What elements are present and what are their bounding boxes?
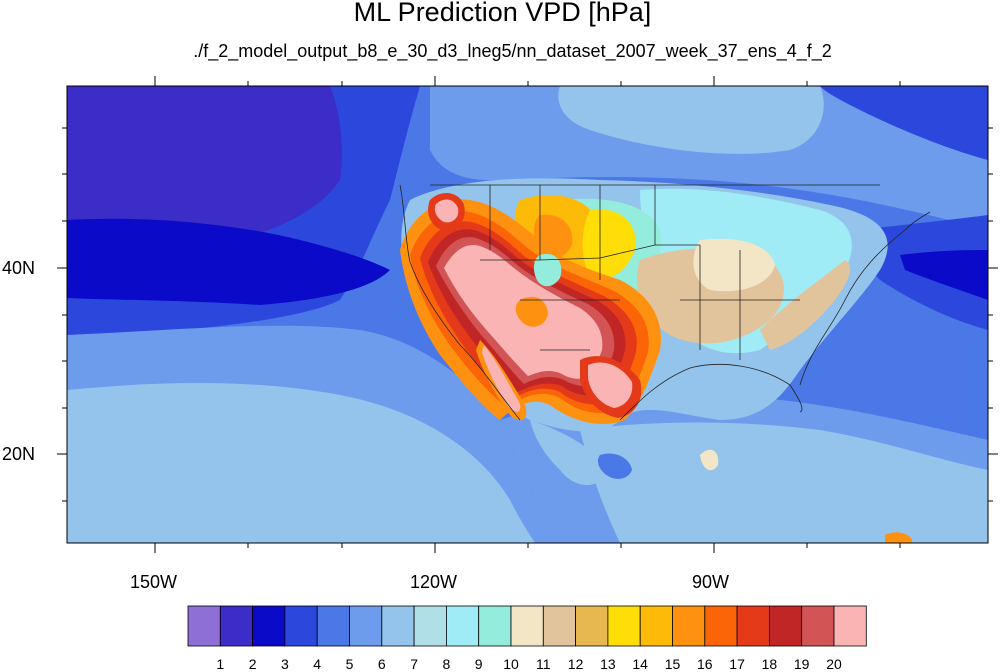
lon-label-150w: 150W	[130, 572, 178, 592]
colorbar-swatch	[413, 605, 447, 647]
colorbar-swatch	[349, 605, 383, 647]
colorbar-tick-label: 10	[503, 656, 519, 672]
colorbar-swatch	[833, 605, 867, 647]
colorbar-tick-label: 12	[567, 656, 584, 672]
contour-fill-layer	[67, 86, 988, 543]
colorbar-tick-label: 4	[313, 656, 322, 672]
country-borders	[399, 184, 931, 421]
colorbar-tick-label: 7	[410, 656, 418, 672]
colorbar-tick-label: 3	[280, 656, 289, 672]
colorbar-tick-label: 2	[248, 656, 257, 672]
colorbar-swatch	[510, 605, 544, 647]
lat-label-40n: 40N	[2, 258, 36, 278]
colorbar-swatch	[381, 605, 415, 647]
colorbar-swatch	[575, 605, 609, 647]
colorbar	[187, 605, 867, 647]
colorbar-tick-label: 9	[474, 656, 483, 672]
colorbar-tick-label: 20	[826, 656, 842, 672]
colorbar-swatch	[801, 605, 835, 647]
colorbar-tick-label: 6	[377, 656, 386, 672]
colorbar-tick-label: 11	[536, 656, 551, 672]
colorbar-tick-label: 18	[761, 656, 778, 672]
colorbar-tick-label: 13	[600, 656, 616, 672]
colorbar-swatch	[672, 605, 706, 647]
colorbar-swatch	[736, 605, 770, 647]
map-title: ML Prediction VPD [hPa]	[353, 0, 652, 27]
colorbar-tick-label: 5	[345, 656, 354, 672]
colorbar-tick-label: 17	[729, 656, 745, 672]
colorbar-swatch	[252, 605, 286, 647]
colorbar-swatch	[219, 605, 254, 647]
colorbar-swatch	[316, 605, 350, 647]
colorbar-swatch	[445, 605, 480, 647]
colorbar-swatch	[607, 605, 641, 647]
colorbar-swatch	[704, 605, 738, 647]
lon-label-90w: 90W	[692, 572, 730, 592]
colorbar-tick-label: 8	[442, 656, 451, 672]
lat-label-20n: 20N	[2, 444, 36, 464]
colorbar-swatch	[187, 605, 221, 647]
colorbar-tick-label: 15	[664, 656, 681, 672]
colorbar-swatch	[639, 605, 673, 647]
axis-ticks	[57, 76, 998, 553]
colorbar-tick-label: 16	[697, 656, 713, 672]
map-subtitle: ./f_2_model_output_b8_e_30_d3_lneg5/nn_d…	[193, 41, 832, 61]
colorbar-tick-label: 1	[216, 656, 225, 672]
colorbar-swatch	[284, 605, 318, 647]
colorbar-tick-label: 19	[793, 656, 810, 672]
colorbar-swatch	[542, 605, 576, 647]
lon-label-120w: 120W	[410, 572, 458, 592]
colorbar-tick-label: 14	[632, 656, 648, 672]
colorbar-swatch	[769, 605, 803, 647]
colorbar-swatch	[478, 605, 512, 647]
